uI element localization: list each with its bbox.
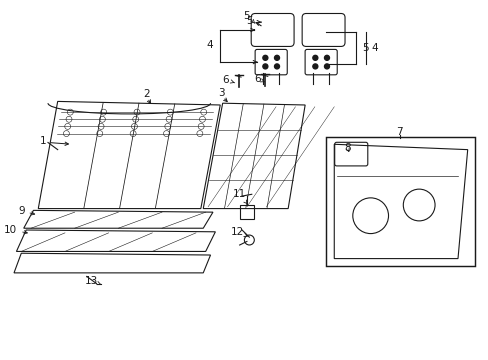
Text: 11: 11 [232,189,247,204]
Text: 5: 5 [361,43,368,53]
Circle shape [312,55,317,60]
Circle shape [274,55,279,60]
Text: 4: 4 [206,40,213,50]
Bar [325,137,474,266]
Text: 3: 3 [218,88,224,98]
Text: 12: 12 [230,228,247,237]
Text: 7: 7 [396,127,402,137]
Text: 8: 8 [343,143,350,153]
Circle shape [324,55,329,60]
Text: 5: 5 [243,10,255,23]
Text: 9: 9 [18,206,35,216]
Text: 10: 10 [4,225,27,235]
Text: 6: 6 [254,74,264,84]
Text: 5: 5 [246,16,253,26]
Circle shape [263,64,267,69]
Text: 1: 1 [40,136,46,146]
Text: 6: 6 [222,75,234,85]
Text: 13: 13 [84,276,101,285]
Circle shape [324,64,329,69]
Circle shape [312,64,317,69]
Text: 2: 2 [143,89,149,99]
Circle shape [274,64,279,69]
Text: 4: 4 [371,43,378,53]
Circle shape [263,55,267,60]
